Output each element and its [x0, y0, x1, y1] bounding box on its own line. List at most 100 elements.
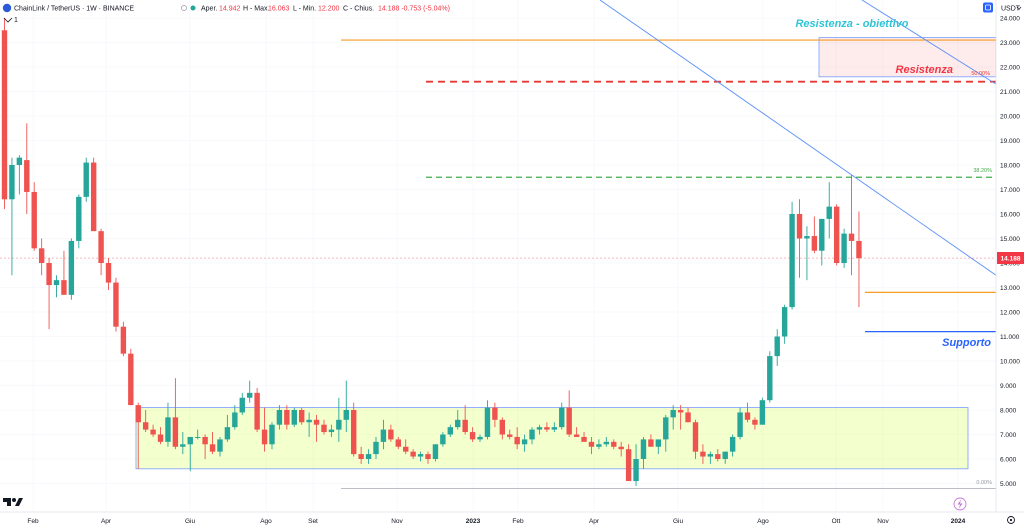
candle[interactable]: [291, 407, 297, 428]
candle[interactable]: [811, 216, 818, 254]
candle[interactable]: [603, 436, 610, 447]
candle[interactable]: [365, 449, 372, 464]
candle[interactable]: [492, 402, 498, 428]
candle[interactable]: [796, 199, 803, 278]
candle[interactable]: [187, 436, 193, 472]
candle[interactable]: [514, 427, 520, 450]
candle[interactable]: [596, 439, 602, 450]
candle[interactable]: [752, 417, 758, 430]
gear-icon[interactable]: [1007, 516, 1015, 524]
candle[interactable]: [172, 378, 179, 450]
candle[interactable]: [194, 429, 201, 440]
candle[interactable]: [417, 451, 424, 462]
candle[interactable]: [462, 405, 468, 435]
candle[interactable]: [573, 427, 580, 437]
candle[interactable]: [165, 402, 171, 447]
candle[interactable]: [833, 204, 840, 266]
candle[interactable]: [373, 436, 379, 459]
candle[interactable]: [76, 194, 82, 249]
currency-chevron-icon[interactable]: [1016, 6, 1022, 11]
candle[interactable]: [343, 380, 349, 433]
candle[interactable]: [180, 432, 186, 455]
candle[interactable]: [759, 397, 766, 425]
candle[interactable]: [98, 228, 104, 276]
candle[interactable]: [313, 414, 320, 442]
candle[interactable]: [744, 402, 751, 423]
candle[interactable]: [395, 436, 401, 450]
candle[interactable]: [202, 434, 208, 460]
candle[interactable]: [841, 228, 847, 268]
candle[interactable]: [819, 218, 825, 266]
candle[interactable]: [388, 424, 394, 442]
candle[interactable]: [566, 390, 572, 437]
candle[interactable]: [128, 348, 134, 406]
candle[interactable]: [507, 429, 513, 440]
candle[interactable]: [321, 419, 327, 435]
candle[interactable]: [403, 439, 409, 455]
candle[interactable]: [640, 436, 647, 469]
candle[interactable]: [618, 441, 624, 457]
candle[interactable]: [670, 405, 676, 430]
candle[interactable]: [477, 434, 483, 442]
candle[interactable]: [31, 182, 37, 251]
candle[interactable]: [61, 250, 67, 295]
candle[interactable]: [521, 434, 528, 452]
candle[interactable]: [648, 434, 654, 447]
candle[interactable]: [209, 432, 216, 455]
candle[interactable]: [53, 275, 60, 298]
candle[interactable]: [299, 407, 305, 425]
candle[interactable]: [157, 427, 164, 445]
candle[interactable]: [105, 258, 112, 290]
candle[interactable]: [90, 157, 97, 232]
candle[interactable]: [246, 380, 253, 403]
candle[interactable]: [700, 444, 706, 464]
candle[interactable]: [581, 432, 587, 442]
candle[interactable]: [729, 434, 736, 457]
candle[interactable]: [120, 321, 127, 357]
candle[interactable]: [536, 424, 543, 435]
candle[interactable]: [425, 451, 431, 464]
resistance-zone[interactable]: [818, 37, 997, 78]
candle[interactable]: [380, 419, 387, 450]
candle[interactable]: [358, 446, 364, 464]
candle[interactable]: [737, 407, 743, 440]
tradingview-logo-icon[interactable]: [3, 498, 23, 506]
candle[interactable]: [529, 427, 535, 445]
candle[interactable]: [447, 424, 453, 437]
candle[interactable]: [767, 351, 773, 403]
currency-selector[interactable]: USDT: [1001, 6, 1021, 13]
candle[interactable]: [551, 422, 558, 433]
eye-icon[interactable]: [181, 5, 187, 11]
descending-trendline-upper[interactable]: [861, 0, 997, 85]
chevron-icon[interactable]: [3, 17, 13, 23]
candle[interactable]: [276, 405, 283, 430]
support-zone[interactable]: [135, 407, 969, 470]
candle[interactable]: [254, 387, 260, 433]
square-icon[interactable]: [983, 2, 993, 13]
candle[interactable]: [16, 155, 23, 195]
candle[interactable]: [83, 157, 89, 202]
candle[interactable]: [559, 402, 565, 430]
candle[interactable]: [484, 400, 491, 440]
candle[interactable]: [1, 18, 8, 210]
candle[interactable]: [611, 439, 617, 450]
candle[interactable]: [440, 432, 446, 447]
candle[interactable]: [707, 451, 714, 464]
candle[interactable]: [774, 329, 780, 366]
candle[interactable]: [24, 123, 30, 214]
candle[interactable]: [625, 444, 632, 482]
candle[interactable]: [848, 174, 855, 276]
candle[interactable]: [789, 201, 795, 310]
candle[interactable]: [217, 436, 223, 457]
candle[interactable]: [269, 422, 275, 450]
candle[interactable]: [336, 397, 342, 442]
candle[interactable]: [715, 449, 721, 462]
candle[interactable]: [328, 424, 335, 437]
candle[interactable]: [655, 439, 662, 455]
candle[interactable]: [544, 422, 550, 433]
candle[interactable]: [685, 407, 691, 423]
candle[interactable]: [284, 405, 290, 430]
candle[interactable]: [351, 402, 357, 457]
candle[interactable]: [722, 451, 728, 464]
